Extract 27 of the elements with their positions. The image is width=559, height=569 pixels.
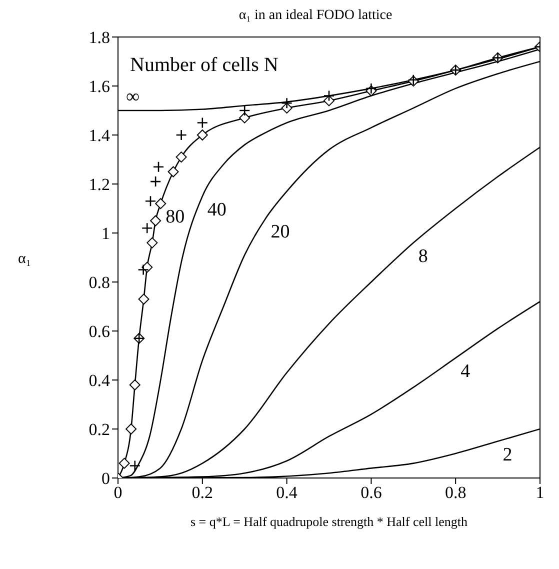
x-tick-label: 0.8 [444, 483, 466, 502]
series-label: ∞ [126, 86, 140, 108]
x-tick-label: 0.4 [276, 483, 298, 502]
series-label: 80 [166, 206, 185, 228]
y-tick-label: 1.8 [88, 28, 110, 48]
series-label: 4 [460, 360, 471, 382]
y-tick-label: 1.2 [88, 175, 110, 194]
y-tick-label: 0.8 [88, 273, 110, 292]
series-label: 40 [207, 199, 226, 220]
y-tick-label: 0.2 [88, 420, 110, 440]
x-tick-label: 0 [114, 483, 122, 502]
x-tick-label: 0.6 [360, 483, 382, 502]
series-label: 20 [270, 221, 290, 242]
x-tick-label: 0.2 [192, 483, 214, 502]
chart-title: α₁ in an ideal FODO lattice [238, 8, 394, 24]
y-tick-label: 1.6 [88, 77, 110, 96]
legend-title: Number of cells N [130, 54, 278, 77]
series-label: 8 [418, 246, 428, 267]
y-tick-label: 0.4 [88, 371, 110, 390]
x-axis-title: s = q*L = Half quadrupole strength * Half cell length [190, 514, 468, 529]
y-tick-label: 1.4 [88, 126, 110, 146]
y-tick-label: 1 [102, 224, 110, 244]
series-label: 2 [502, 444, 512, 466]
y-tick-label: 0.6 [88, 322, 110, 342]
y-axis-title: α₁ [18, 250, 32, 267]
x-tick-label: 1 [536, 483, 544, 502]
y-tick-label: 0 [102, 469, 110, 488]
